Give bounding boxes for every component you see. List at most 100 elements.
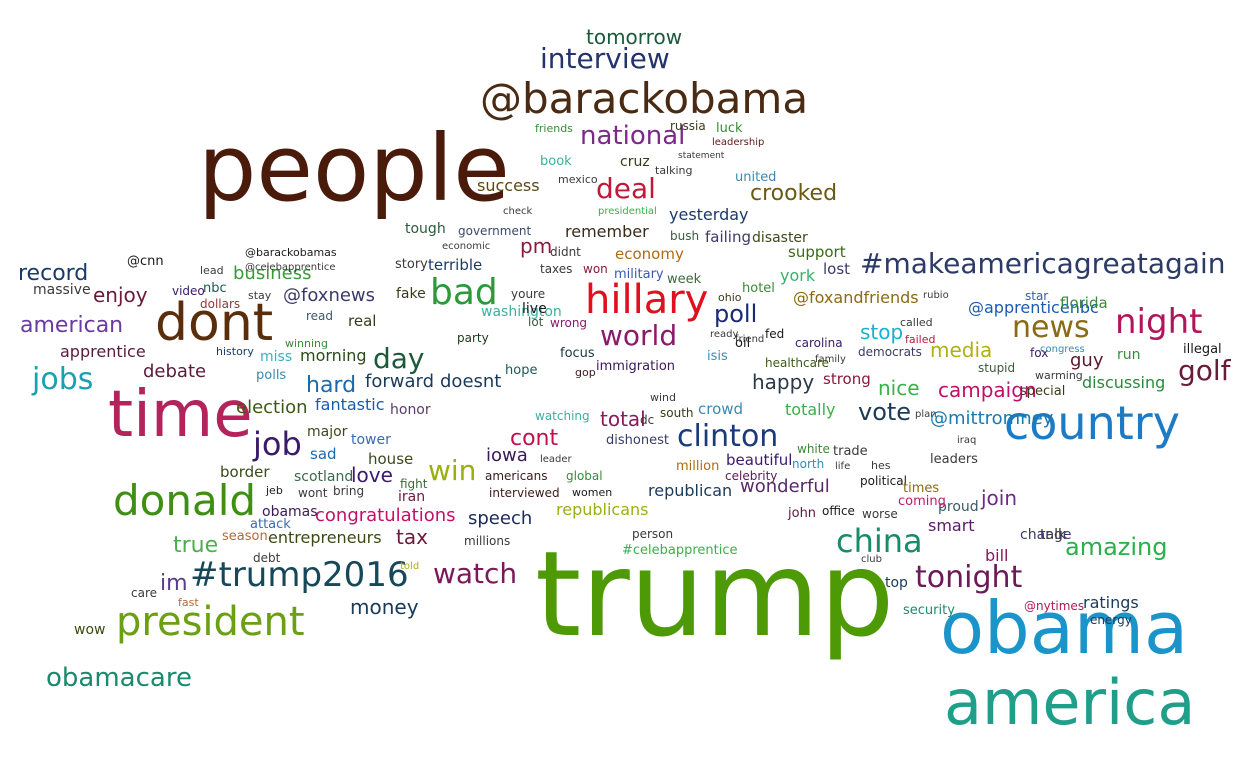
word-win: win xyxy=(428,454,477,487)
word-lead: lead xyxy=(200,264,224,277)
word-totally: totally xyxy=(785,400,836,419)
word-disaster: disaster xyxy=(752,230,808,246)
word-gop: gop xyxy=(575,366,596,379)
word-dishonest: dishonest xyxy=(606,433,669,448)
word-cont: cont xyxy=(510,426,559,451)
word-winning: winning xyxy=(285,337,329,350)
word-carolina: carolina xyxy=(795,336,843,350)
word-failing: failing xyxy=(705,228,752,246)
word-security: security xyxy=(903,603,955,618)
word-apprentice: apprentice xyxy=(60,342,146,361)
word-time: time xyxy=(108,378,253,452)
word-illegal: illegal xyxy=(1183,342,1222,357)
word-didnt: didnt xyxy=(550,245,581,259)
word-beautiful: beautiful xyxy=(726,451,793,469)
word-americans: americans xyxy=(485,469,548,483)
word-republican: republican xyxy=(648,481,733,500)
word-life: life xyxy=(835,461,851,472)
word-media: media xyxy=(930,338,993,362)
word-wont: wont xyxy=(298,486,328,500)
word-house: house xyxy=(368,450,414,468)
word-history: history xyxy=(216,345,254,358)
word-celebapprentice: #celebapprentice xyxy=(622,543,738,558)
word-focus: focus xyxy=(560,346,595,361)
word-job: job xyxy=(253,425,302,463)
word-season: season xyxy=(222,529,268,544)
word-stay: stay xyxy=(248,289,272,302)
word-north: north xyxy=(792,457,825,471)
word-president: president xyxy=(116,599,305,645)
word-global: global xyxy=(566,469,603,483)
word-millions: millions xyxy=(464,534,511,548)
word-failed: failed xyxy=(905,333,936,346)
word-story: story xyxy=(395,257,428,272)
word-russia: russia xyxy=(670,119,706,133)
word-bring: bring xyxy=(333,484,365,498)
word-iran: iran xyxy=(398,489,426,505)
word-total: total xyxy=(600,407,646,431)
word-guy: guy xyxy=(1070,350,1104,371)
word-debt: debt xyxy=(253,551,281,565)
word-economy: economy xyxy=(615,245,684,263)
word-news: news xyxy=(1012,310,1090,345)
word-stop: stop xyxy=(860,320,904,344)
word-energy: energy xyxy=(1090,613,1132,627)
word-vote: vote xyxy=(858,398,912,426)
word-fight: fight xyxy=(400,477,428,491)
word-join: join xyxy=(981,486,1018,510)
word-support: support xyxy=(788,243,846,261)
word-tomorrow: tomorrow xyxy=(586,25,683,49)
word-oil: oil xyxy=(735,336,751,351)
word-special: special xyxy=(1020,384,1066,399)
word-business: business xyxy=(233,263,312,284)
word-wrong: wrong xyxy=(550,316,588,330)
word-read: read xyxy=(306,309,334,323)
word-obamacare: obamacare xyxy=(46,663,192,693)
word-obama: obama xyxy=(940,586,1189,670)
word-wind: wind xyxy=(650,391,677,404)
word-check: check xyxy=(503,206,533,217)
word-florida: florida xyxy=(1060,294,1108,312)
word-massive: massive xyxy=(33,282,91,298)
word-crooked: crooked xyxy=(750,181,838,206)
word-won: won xyxy=(583,262,608,276)
word-nice: nice xyxy=(878,376,920,400)
word-government: government xyxy=(458,224,532,238)
word-election: election xyxy=(236,397,308,418)
word-china: china xyxy=(836,522,923,560)
word-iowa: iowa xyxy=(486,445,528,466)
word-ratings: ratings xyxy=(1083,593,1139,612)
word-told: told xyxy=(400,561,420,572)
word-talk: talk xyxy=(1040,527,1067,543)
word-warming: warming xyxy=(1035,369,1083,382)
word-week: week xyxy=(667,272,702,287)
word-trade: trade xyxy=(833,444,868,459)
word-hard: hard xyxy=(306,373,357,398)
word-tonight: tonight xyxy=(915,560,1023,595)
word-tough: tough xyxy=(405,221,446,237)
word-worse: worse xyxy=(862,507,898,521)
word-rubio: rubio xyxy=(923,290,949,301)
word-immigration: immigration xyxy=(596,359,676,374)
word-scotland: scotland xyxy=(294,469,354,485)
word-family: family xyxy=(815,354,846,365)
word-united: united xyxy=(735,170,777,185)
word-fantastic: fantastic xyxy=(315,395,385,414)
word-nbc: nbc xyxy=(203,281,227,296)
word-john: john xyxy=(788,506,817,521)
word-democrats: democrats xyxy=(858,345,922,359)
word-statement: statement xyxy=(678,151,725,161)
word-lost: lost xyxy=(823,260,851,278)
word-border: border xyxy=(220,463,270,481)
word-happy: happy xyxy=(752,370,815,394)
word-change: change xyxy=(1020,527,1072,543)
word-american: american xyxy=(20,313,124,338)
word-bush: bush xyxy=(670,229,700,243)
word-top: top xyxy=(885,575,908,591)
word-interviewed: interviewed xyxy=(489,486,560,500)
word-cnn: @cnn xyxy=(127,254,164,269)
word-im: im xyxy=(160,571,188,596)
word-foxandfriends: @foxandfriends xyxy=(793,288,919,307)
word-video: video xyxy=(172,284,205,298)
word-barackobamas: @barackobamas xyxy=(245,246,337,259)
